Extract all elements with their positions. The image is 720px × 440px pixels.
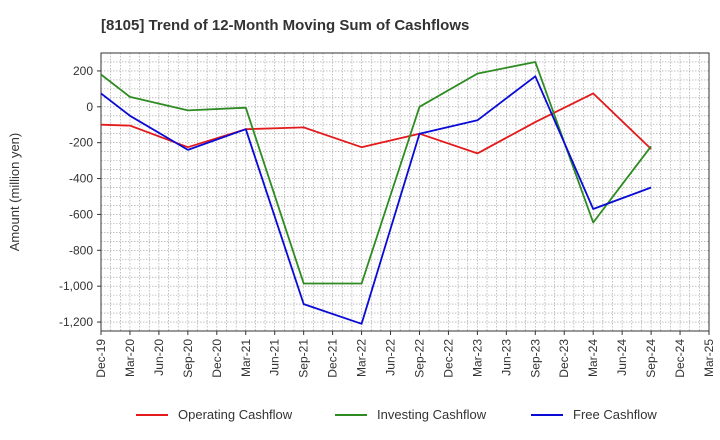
y-tick-label: -1,200 [59,315,93,329]
y-tick-label: -1,000 [59,279,93,293]
x-tick-label: Sep-21 [297,339,311,378]
x-tick-label: Sep-22 [412,339,426,378]
x-tick-label: Mar-25 [702,339,716,377]
x-tick-label: Sep-23 [528,339,542,378]
x-tick-label: Mar-24 [586,339,600,377]
x-tick-label: Jun-21 [268,339,282,376]
plot-background [101,53,709,331]
x-tick-label: Sep-20 [181,339,195,378]
x-tick-label: Sep-24 [644,339,658,378]
y-tick-label: -600 [69,207,93,221]
legend-label: Operating Cashflow [178,407,293,422]
x-tick-label: Jun-23 [499,339,513,376]
x-tick-label: Mar-21 [239,339,253,377]
legend-label: Investing Cashflow [377,407,487,422]
plot-frame [100,52,710,332]
legend-label: Free Cashflow [573,407,657,422]
x-tick-label: Dec-22 [441,339,455,378]
x-tick-label: Dec-21 [326,339,340,378]
x-tick-label: Dec-23 [557,339,571,378]
x-tick-label: Mar-20 [123,339,137,377]
legend-item-investing-cashflow: Investing Cashflow [335,407,487,422]
y-tick-label: -200 [69,136,93,150]
y-tick-label: -800 [69,243,93,257]
x-tick-label: Dec-24 [673,339,687,378]
y-tick-label: 200 [73,64,93,78]
x-tick-label: Jun-20 [152,339,166,376]
x-tick-label: Mar-23 [470,339,484,377]
x-tick-label: Dec-20 [210,339,224,378]
legend-item-operating-cashflow: Operating Cashflow [136,407,293,422]
y-tick-label: -400 [69,172,93,186]
x-tick-label: Jun-22 [384,339,398,376]
series-line-investing-cashflow [100,61,652,285]
legend: Operating Cashflow Investing Cashflow Free… [136,407,657,422]
y-axis-label: Amount (million yen) [7,133,22,252]
chart-title: [8105] Trend of 12-Month Moving Sum of C… [101,17,469,34]
x-tick-label: Jun-24 [615,339,629,376]
y-tick-label: 0 [86,100,93,114]
legend-item-free-cashflow: Free Cashflow [531,407,657,422]
x-tick-label: Dec-19 [94,339,108,378]
series-line-operating-cashflow [100,92,652,155]
series-line-free-cashflow [100,75,652,325]
x-tick-label: Mar-22 [355,339,369,377]
